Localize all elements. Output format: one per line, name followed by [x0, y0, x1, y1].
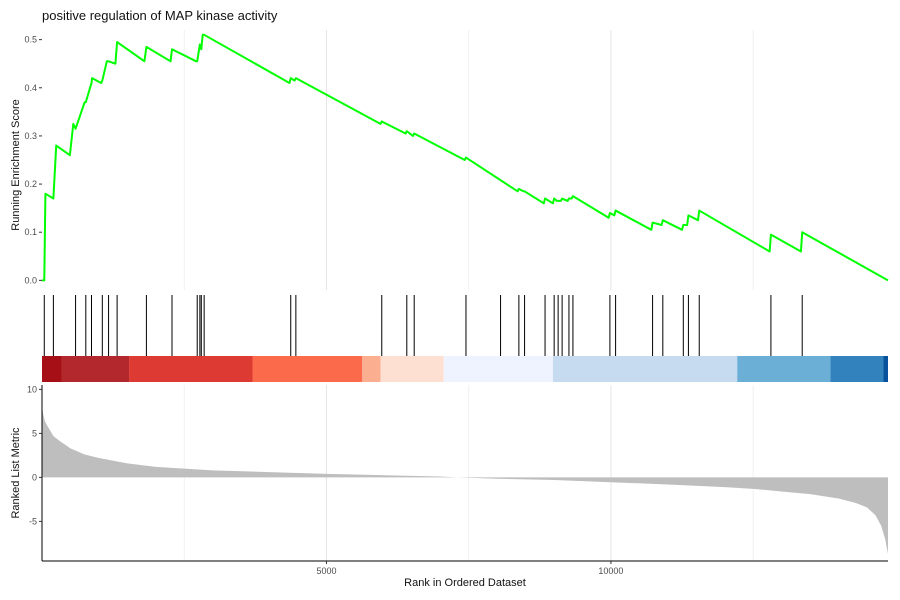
- top-panel-y-axis: 0.0 0.1 0.2 0.3 0.4 0.5: [24, 35, 42, 285]
- bottom-y-tick-label: 5: [32, 428, 37, 438]
- top-y-tick-label: 0.1: [24, 227, 37, 237]
- rank-color-segment: [552, 356, 738, 382]
- top-y-axis-label: Running Enrichment Score: [10, 99, 22, 230]
- bottom-y-axis-label: Ranked List Metric: [10, 427, 22, 519]
- bottom-y-tick-label: 10: [27, 384, 37, 394]
- rank-color-segment: [61, 356, 130, 382]
- bottom-y-tick-label: -5: [29, 516, 37, 526]
- rank-color-segment: [252, 356, 363, 382]
- top-y-tick-label: 0.2: [24, 179, 37, 189]
- rank-color-segment: [830, 356, 884, 382]
- rank-color-segment: [129, 356, 253, 382]
- rank-color-segment: [443, 356, 553, 382]
- rank-color-band: [42, 356, 888, 382]
- chart-title: positive regulation of MAP kinase activi…: [42, 8, 278, 23]
- top-y-tick-label: 0.5: [24, 35, 37, 45]
- gene-hit-ticks: [43, 295, 803, 356]
- x-tick-label: 10000: [598, 566, 623, 576]
- rank-color-segment: [42, 356, 62, 382]
- rank-color-segment: [380, 356, 444, 382]
- ranked-metric-area: [42, 407, 888, 554]
- top-y-tick-label: 0.3: [24, 131, 37, 141]
- running-score-series: [42, 33, 889, 282]
- top-y-tick-label: 0.4: [24, 83, 37, 93]
- bottom-y-tick-label: 0: [32, 472, 37, 482]
- rank-color-segment: [883, 356, 888, 382]
- x-tick-label: 5000: [316, 566, 336, 576]
- top-y-tick-label: 0.0: [24, 275, 37, 285]
- running-score-line: [42, 33, 889, 282]
- x-axis-label: Rank in Ordered Dataset: [404, 577, 526, 589]
- rank-color-segment: [362, 356, 381, 382]
- rank-color-segment: [737, 356, 831, 382]
- ranked-metric-fill: [42, 407, 888, 554]
- bottom-panel-axes: -5 0 5 10 5000 10000: [27, 384, 888, 576]
